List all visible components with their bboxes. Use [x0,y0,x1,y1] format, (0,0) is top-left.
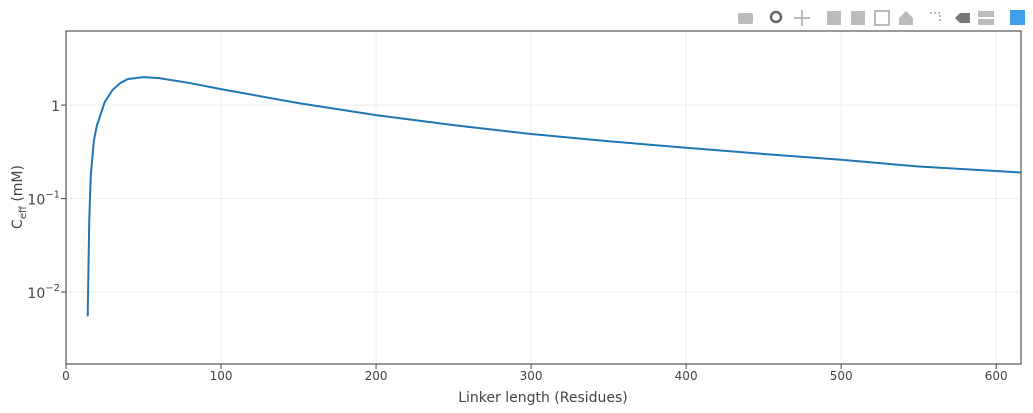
y-tick-label: 10−2 [27,283,60,302]
hover-compare-icon[interactable] [978,11,994,17]
x-tick-label: 500 [830,369,853,383]
pan-icon[interactable] [794,10,810,26]
y-tick-exponent: −2 [45,283,60,294]
autoscale-icon[interactable] [874,10,890,26]
x-tick-label: 0 [62,369,70,383]
hover-closest-icon[interactable] [955,13,970,23]
y-tick-label: 10−1 [27,190,60,209]
y-tick-base: 10 [27,193,45,209]
zoom-icon[interactable] [769,10,783,24]
line-series [86,76,1022,317]
x-tick-label: 300 [520,369,543,383]
y-tick-base: 1 [51,99,60,115]
y-label-subscript: eff [18,205,29,219]
toolbar[interactable] [738,10,1025,26]
zoom-out-icon[interactable] [851,11,865,25]
plot-frame [65,30,1022,365]
y-tick-base: 10 [27,286,45,302]
x-tick-label: 100 [210,369,233,383]
y-tick-exponent: −1 [45,190,60,201]
y-axis-label: Ceff (mM) [10,165,29,229]
hover-compare-icon-2[interactable] [978,19,994,25]
camera-icon[interactable] [738,13,753,24]
y-tick-label: 1 [51,99,60,115]
plotly-logo[interactable] [1010,10,1025,25]
x-axis-label: Linker length (Residues) [458,390,628,406]
x-tick-label: 600 [985,369,1008,383]
spike-icon[interactable] [930,12,941,23]
x-tick-label: 200 [365,369,388,383]
x-tick-label: 400 [675,369,698,383]
y-label-main: C [10,219,26,229]
home-icon[interactable] [899,11,913,25]
y-label-unit: (mM) [10,165,26,206]
zoom-in-icon[interactable] [827,11,841,25]
